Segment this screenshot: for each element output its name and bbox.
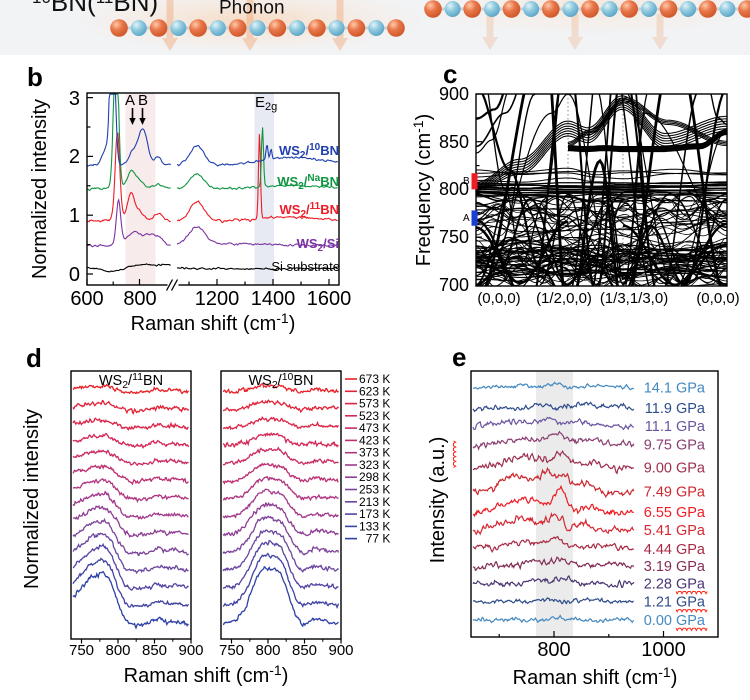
svg-text:d: d (26, 343, 42, 373)
svg-text:6.55 GPa: 6.55 GPa (644, 505, 706, 521)
svg-text:473 K: 473 K (359, 421, 390, 435)
svg-text:11.9 GPa: 11.9 GPa (645, 401, 706, 417)
svg-text:5.41 GPa: 5.41 GPa (644, 523, 706, 539)
svg-text:14.1 GPa: 14.1 GPa (644, 380, 706, 396)
svg-text:850: 850 (142, 642, 167, 659)
svg-text:Phonon: Phonon (219, 0, 285, 19)
svg-text:(0,0,0): (0,0,0) (696, 290, 739, 307)
svg-text:600: 600 (70, 288, 103, 310)
svg-text:Raman shift (cm-1): Raman shift (cm-1) (124, 662, 289, 687)
svg-text:Intensity (a.u.): Intensity (a.u.) (427, 437, 449, 564)
svg-text:B: B (138, 92, 148, 109)
svg-text:11.1 GPa: 11.1 GPa (645, 419, 706, 435)
svg-text:900: 900 (439, 84, 469, 104)
svg-text:373 K: 373 K (359, 446, 390, 460)
svg-text:A: A (463, 213, 470, 224)
svg-text:1.21 GPa: 1.21 GPa (644, 595, 706, 611)
svg-text:WS2/10BN: WS2/10BN (279, 142, 339, 161)
svg-text:Normalized intensity: Normalized intensity (29, 99, 51, 279)
svg-text:800: 800 (105, 642, 130, 659)
svg-text:WS2/Si: WS2/Si (297, 236, 339, 254)
svg-text:800: 800 (537, 639, 570, 661)
svg-text:3.19 GPa: 3.19 GPa (644, 559, 706, 575)
svg-text:(1/3,1/3,0): (1/3,1/3,0) (600, 290, 668, 307)
svg-text:7.49 GPa: 7.49 GPa (644, 485, 706, 501)
svg-text:Raman shift (cm-1): Raman shift (cm-1) (513, 664, 678, 689)
svg-text:1000: 1000 (641, 639, 686, 661)
svg-text:b: b (27, 62, 43, 92)
svg-text:173 K: 173 K (359, 507, 390, 521)
svg-text:3: 3 (69, 88, 80, 110)
svg-text:750: 750 (439, 227, 469, 247)
svg-text:1: 1 (69, 205, 80, 227)
svg-text:1600: 1600 (307, 288, 352, 310)
svg-text:800: 800 (123, 288, 156, 310)
svg-text:750: 750 (69, 642, 94, 659)
svg-text:900: 900 (178, 642, 203, 659)
svg-text:673 K: 673 K (359, 372, 390, 386)
svg-text:WS2/NaBN: WS2/NaBN (277, 173, 339, 192)
svg-text:213 K: 213 K (359, 495, 390, 509)
svg-text:850: 850 (439, 132, 469, 152)
svg-text:9.00 GPa: 9.00 GPa (644, 461, 706, 477)
svg-text:2: 2 (69, 146, 80, 168)
svg-text:c: c (443, 59, 457, 89)
svg-text:(1/2,0,0): (1/2,0,0) (536, 290, 592, 307)
svg-text:1400: 1400 (251, 288, 296, 310)
svg-text:253 K: 253 K (359, 483, 390, 497)
svg-text:9.75 GPa: 9.75 GPa (644, 438, 706, 454)
svg-text:e: e (452, 342, 466, 372)
svg-text:800: 800 (439, 179, 469, 199)
svg-text:133 K: 133 K (359, 519, 390, 533)
svg-text:WS2/11BN: WS2/11BN (99, 371, 163, 391)
svg-text:800: 800 (255, 642, 280, 659)
svg-text:850: 850 (292, 642, 317, 659)
svg-text:2.28 GPa: 2.28 GPa (644, 577, 706, 593)
svg-text:10BN(11BN): 10BN(11BN) (32, 0, 158, 17)
svg-text:A: A (125, 92, 135, 109)
svg-text:77 K: 77 K (366, 532, 391, 546)
svg-text:423 K: 423 K (359, 433, 390, 447)
svg-text:573 K: 573 K (359, 397, 390, 411)
svg-text:0: 0 (69, 264, 80, 286)
svg-text:700: 700 (439, 275, 469, 295)
svg-text:4.44 GPa: 4.44 GPa (644, 542, 706, 558)
svg-text:B: B (463, 176, 470, 187)
svg-text:0.00 GPa: 0.00 GPa (644, 613, 706, 629)
svg-text:298 K: 298 K (359, 470, 390, 484)
svg-text:Normalized intensity: Normalized intensity (21, 409, 43, 589)
svg-text:WS2/10BN: WS2/10BN (248, 371, 313, 391)
svg-text:523 K: 523 K (359, 409, 390, 423)
svg-text:623 K: 623 K (359, 384, 390, 398)
svg-text:323 K: 323 K (359, 458, 390, 472)
svg-text:900: 900 (328, 642, 353, 659)
svg-text:WS2/11BN: WS2/11BN (280, 201, 340, 220)
svg-text:Si substrate: Si substrate (271, 259, 340, 274)
svg-text:1200: 1200 (195, 288, 240, 310)
svg-text:(0,0,0): (0,0,0) (477, 290, 520, 307)
svg-text:Raman shift (cm-1): Raman shift (cm-1) (131, 310, 296, 335)
svg-text:750: 750 (219, 642, 244, 659)
svg-text:Frequency (cm-1): Frequency (cm-1) (410, 114, 435, 267)
